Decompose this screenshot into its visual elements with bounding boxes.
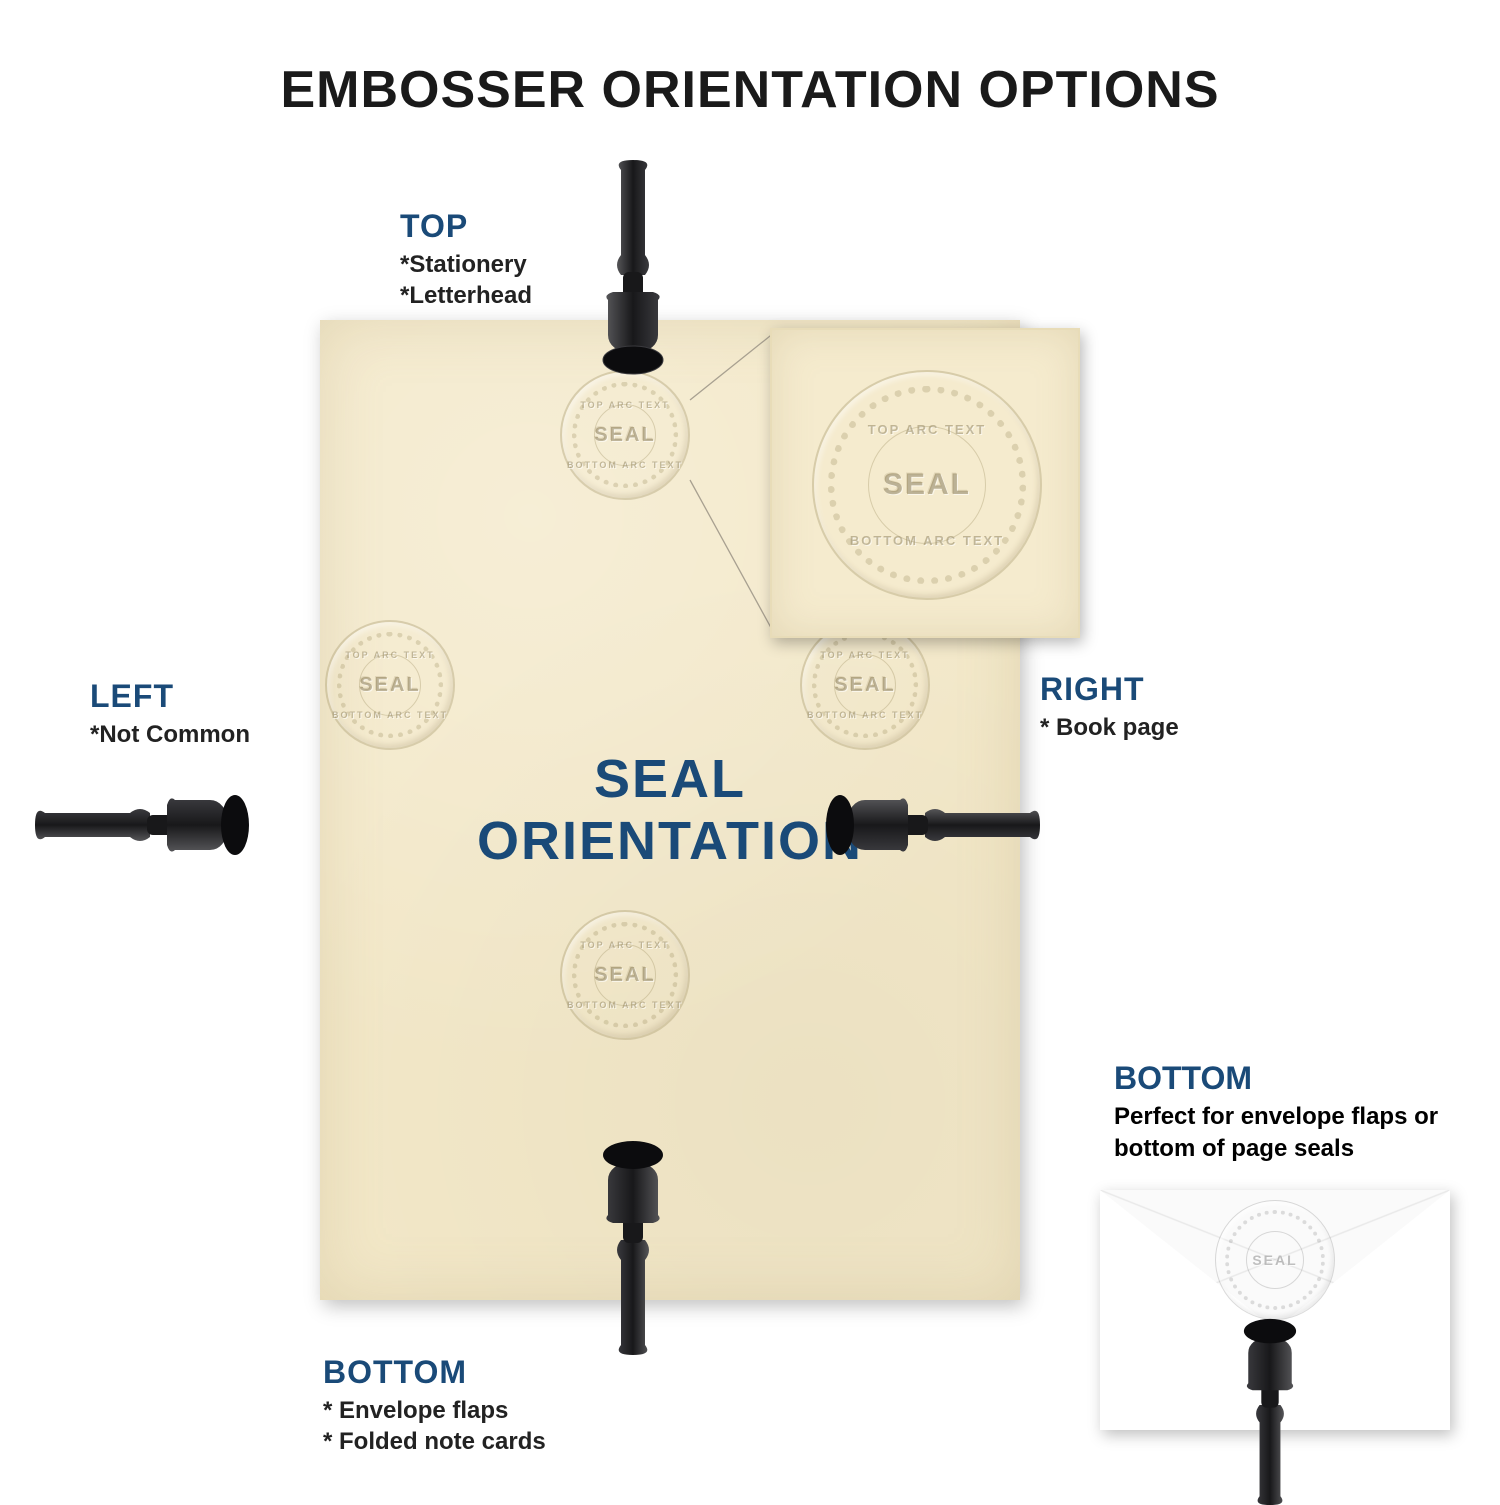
option-label-right: RIGHT * Book page	[1040, 671, 1179, 743]
seal-inner-text: SEAL	[594, 424, 655, 447]
seal-inner-text: SEAL	[1216, 1201, 1334, 1319]
option-label-left: LEFT *Not Common	[90, 678, 250, 750]
option-bottom-heading: BOTTOM	[323, 1354, 546, 1391]
seal-arc-bottom-text: BOTTOM ARC TEXT	[850, 533, 1004, 548]
option-left-line1: *Not Common	[90, 719, 250, 750]
option-bottom-line2: * Folded note cards	[323, 1426, 546, 1457]
center-label: SEAL ORIENTATION	[477, 748, 863, 872]
option-bottom-line1: * Envelope flaps	[323, 1395, 546, 1426]
embosser-clamp-left	[35, 785, 265, 865]
option-right-heading: RIGHT	[1040, 671, 1179, 708]
envelope-illustration: SEAL	[1100, 1190, 1450, 1430]
bottom-explanation: BOTTOM Perfect for envelope flaps or bot…	[1114, 1060, 1460, 1166]
center-label-line2: ORIENTATION	[477, 810, 863, 872]
seal-inner-text: SEAL	[594, 964, 655, 987]
seal-arc-top-text: TOP ARC TEXT	[868, 422, 986, 437]
seal-impression-zoom: TOP ARC TEXT SEAL BOTTOM ARC TEXT	[812, 370, 1042, 600]
seal-arc-bottom-text: BOTTOM ARC TEXT	[567, 1000, 683, 1010]
seal-inner-text: SEAL	[359, 674, 420, 697]
seal-inner-text: SEAL	[883, 468, 971, 502]
option-top-heading: TOP	[400, 208, 532, 245]
seal-arc-top-text: TOP ARC TEXT	[580, 940, 669, 950]
bottom-explain-text: Perfect for envelope flaps or bottom of …	[1114, 1101, 1460, 1166]
option-label-top: TOP *Stationery *Letterhead	[400, 208, 532, 311]
seal-inner-text: SEAL	[834, 674, 895, 697]
seal-impression-bottom: TOP ARC TEXT SEAL BOTTOM ARC TEXT	[560, 910, 690, 1040]
bottom-explain-heading: BOTTOM	[1114, 1060, 1460, 1097]
center-label-line1: SEAL	[477, 748, 863, 810]
zoom-inset: TOP ARC TEXT SEAL BOTTOM ARC TEXT	[770, 328, 1080, 638]
envelope: SEAL	[1100, 1190, 1450, 1430]
seal-impression-envelope: SEAL	[1215, 1200, 1335, 1320]
option-left-heading: LEFT	[90, 678, 250, 715]
option-label-bottom: BOTTOM * Envelope flaps * Folded note ca…	[323, 1354, 546, 1457]
diagram-canvas: SEAL ORIENTATION TOP ARC TEXT SEAL BOTTO…	[40, 120, 1460, 1420]
page-title: EMBOSSER ORIENTATION OPTIONS	[40, 60, 1460, 120]
option-top-line2: *Letterhead	[400, 280, 532, 311]
option-top-line1: *Stationery	[400, 249, 532, 280]
option-right-line1: * Book page	[1040, 712, 1179, 743]
